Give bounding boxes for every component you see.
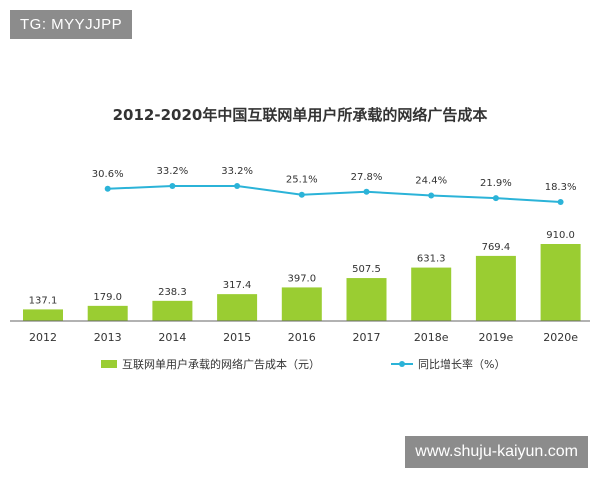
x-tick-label: 2016 bbox=[288, 331, 316, 344]
x-tick-label: 2012 bbox=[29, 331, 57, 344]
legend-line-label: 同比增长率（%） bbox=[418, 357, 505, 371]
x-tick-label: 2015 bbox=[223, 331, 251, 344]
growth-rate-line bbox=[107, 185, 561, 203]
bar-value-label: 397.0 bbox=[287, 273, 316, 284]
line-point bbox=[234, 183, 241, 189]
x-tick-label: 2019e bbox=[479, 331, 514, 344]
line-value-label: 27.8% bbox=[351, 172, 383, 183]
x-tick-label: 2020e bbox=[543, 331, 578, 344]
legend: 互联网单用户承载的网络广告成本（元） 同比增长率（%） bbox=[101, 357, 505, 371]
bar-value-label: 507.5 bbox=[352, 264, 381, 275]
line-point bbox=[557, 199, 564, 205]
legend-line-marker bbox=[399, 361, 405, 367]
bar bbox=[346, 278, 387, 321]
line-value-label: 21.9% bbox=[480, 178, 512, 189]
line-value-label: 24.4% bbox=[415, 175, 447, 186]
x-tick-label: 2017 bbox=[353, 331, 381, 344]
line-point bbox=[169, 183, 176, 189]
legend-bar-label: 互联网单用户承载的网络广告成本（元） bbox=[122, 357, 320, 371]
watermark-top-left: TG: MYYJJPP bbox=[10, 10, 133, 39]
bar-value-label: 238.3 bbox=[158, 287, 187, 298]
line-value-label: 18.3% bbox=[545, 182, 577, 193]
x-tick-label: 2018e bbox=[414, 331, 449, 344]
watermark-bottom-right: www.shuju-kaiyun.com bbox=[405, 436, 588, 468]
line-value-label: 25.1% bbox=[286, 175, 318, 186]
bar-value-label: 137.1 bbox=[29, 295, 58, 306]
bar-value-label: 631.3 bbox=[417, 254, 446, 265]
legend-bar-swatch bbox=[101, 360, 117, 368]
line-point bbox=[492, 195, 499, 202]
bar-value-label: 910.0 bbox=[546, 230, 575, 241]
bar bbox=[411, 267, 452, 321]
line-point bbox=[298, 191, 305, 198]
bar bbox=[152, 300, 193, 321]
x-tick-labels: 2012 2013 2014 2015 2016 2017 2018e 2019e 2020e bbox=[29, 331, 578, 344]
line-point bbox=[104, 185, 111, 192]
line-point bbox=[428, 192, 435, 199]
bar-value-label: 769.4 bbox=[482, 242, 511, 253]
bar-value-label: 179.0 bbox=[93, 292, 122, 303]
line-point bbox=[363, 188, 370, 195]
bar bbox=[475, 255, 516, 321]
x-tick-label: 2014 bbox=[158, 331, 186, 344]
bar bbox=[217, 294, 258, 321]
bars-layer: 137.1 179.0 238.3 317.4 397.0 507.5 631.3 769.4… bbox=[23, 230, 581, 321]
bar bbox=[540, 244, 581, 321]
bar bbox=[87, 305, 128, 321]
bar bbox=[281, 287, 322, 321]
bar-value-label: 317.4 bbox=[223, 280, 252, 291]
chart-title: 2012-2020年中国互联网单用户所承载的网络广告成本 bbox=[113, 106, 488, 124]
bar bbox=[23, 309, 63, 321]
line-value-label: 33.2% bbox=[157, 166, 189, 177]
line-value-label: 30.6% bbox=[92, 169, 124, 180]
line-value-label: 33.2% bbox=[221, 166, 253, 177]
line-layer: 30.6% 33.2% 33.2% 25.1% 27.8% 24.4% 21.9% 18.3% bbox=[92, 166, 577, 205]
x-tick-label: 2013 bbox=[94, 331, 122, 344]
